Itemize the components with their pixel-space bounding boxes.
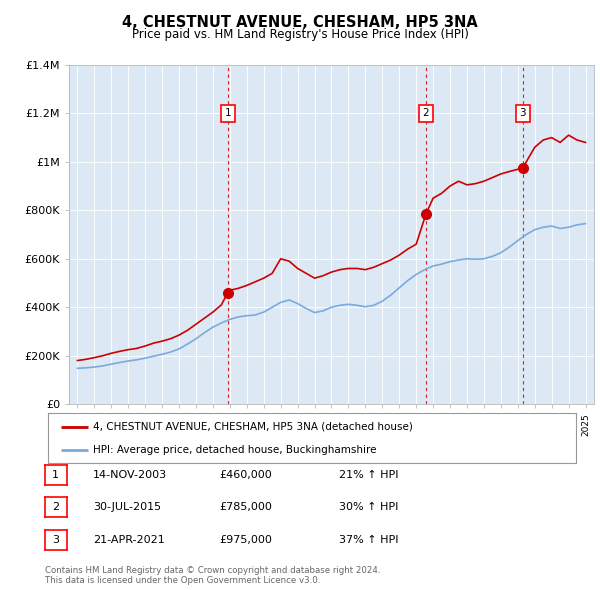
Text: HPI: Average price, detached house, Buckinghamshire: HPI: Average price, detached house, Buck… <box>93 445 376 455</box>
Text: 3: 3 <box>52 535 59 545</box>
Text: Price paid vs. HM Land Registry's House Price Index (HPI): Price paid vs. HM Land Registry's House … <box>131 28 469 41</box>
Text: 3: 3 <box>520 109 526 119</box>
Text: 1: 1 <box>224 109 231 119</box>
Text: £975,000: £975,000 <box>219 535 272 545</box>
Text: £785,000: £785,000 <box>219 503 272 512</box>
Text: Contains HM Land Registry data © Crown copyright and database right 2024.
This d: Contains HM Land Registry data © Crown c… <box>45 566 380 585</box>
Text: 21% ↑ HPI: 21% ↑ HPI <box>339 470 398 480</box>
Text: 4, CHESTNUT AVENUE, CHESHAM, HP5 3NA (detached house): 4, CHESTNUT AVENUE, CHESHAM, HP5 3NA (de… <box>93 421 413 431</box>
Text: 2: 2 <box>422 109 430 119</box>
Text: 14-NOV-2003: 14-NOV-2003 <box>93 470 167 480</box>
Text: 4, CHESTNUT AVENUE, CHESHAM, HP5 3NA: 4, CHESTNUT AVENUE, CHESHAM, HP5 3NA <box>122 15 478 30</box>
Text: 21-APR-2021: 21-APR-2021 <box>93 535 165 545</box>
Text: 30-JUL-2015: 30-JUL-2015 <box>93 503 161 512</box>
Text: 1: 1 <box>52 470 59 480</box>
Text: 37% ↑ HPI: 37% ↑ HPI <box>339 535 398 545</box>
Text: 2: 2 <box>52 503 59 512</box>
Text: £460,000: £460,000 <box>219 470 272 480</box>
Text: 30% ↑ HPI: 30% ↑ HPI <box>339 503 398 512</box>
